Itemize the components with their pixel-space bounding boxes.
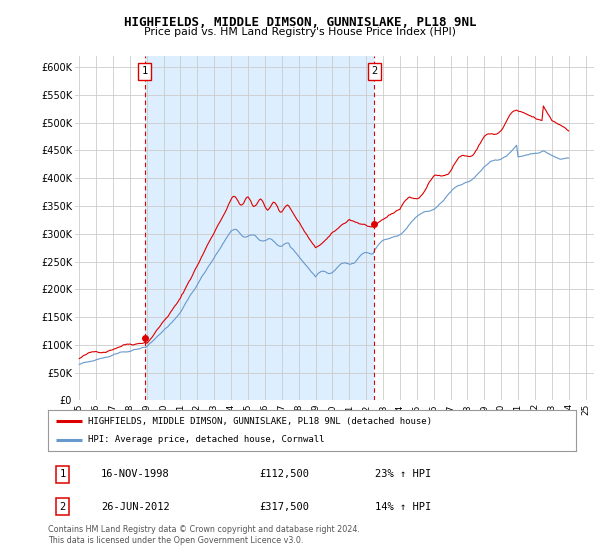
Text: 23% ↑ HPI: 23% ↑ HPI <box>376 469 431 479</box>
Text: 2: 2 <box>59 502 66 512</box>
Text: 26-JUN-2012: 26-JUN-2012 <box>101 502 170 512</box>
Text: HPI: Average price, detached house, Cornwall: HPI: Average price, detached house, Corn… <box>88 436 324 445</box>
Text: Contains HM Land Registry data © Crown copyright and database right 2024.
This d: Contains HM Land Registry data © Crown c… <box>48 525 360 545</box>
Text: Price paid vs. HM Land Registry's House Price Index (HPI): Price paid vs. HM Land Registry's House … <box>144 27 456 38</box>
Text: HIGHFIELDS, MIDDLE DIMSON, GUNNISLAKE, PL18 9NL: HIGHFIELDS, MIDDLE DIMSON, GUNNISLAKE, P… <box>124 16 476 29</box>
Text: 14% ↑ HPI: 14% ↑ HPI <box>376 502 431 512</box>
Text: £112,500: £112,500 <box>259 469 309 479</box>
Bar <box>145 56 374 400</box>
Text: £317,500: £317,500 <box>259 502 309 512</box>
Text: 1: 1 <box>59 469 66 479</box>
Text: 1: 1 <box>142 67 148 77</box>
Text: HIGHFIELDS, MIDDLE DIMSON, GUNNISLAKE, PL18 9NL (detached house): HIGHFIELDS, MIDDLE DIMSON, GUNNISLAKE, P… <box>88 417 431 426</box>
Text: 2: 2 <box>371 67 377 77</box>
Text: 16-NOV-1998: 16-NOV-1998 <box>101 469 170 479</box>
